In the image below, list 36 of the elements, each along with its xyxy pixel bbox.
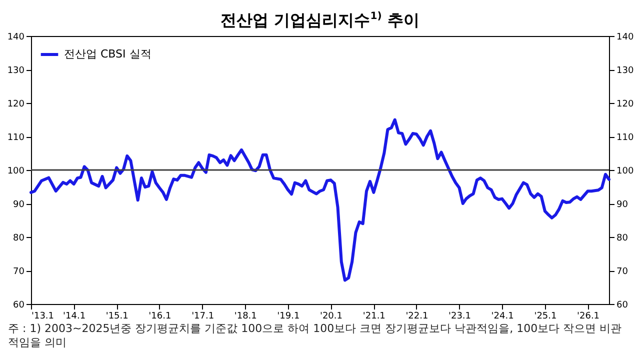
y-tick-label: 100 [7,166,25,176]
y-tick-label: 60 [13,300,25,310]
y2-tick-label: 80 [616,234,628,244]
y2-tick-label: 120 [616,100,634,110]
chart-title: 전산업 기업심리지수$^{1)}$ 추이 [220,9,420,30]
y2-tick-label: 70 [616,267,628,277]
x-tick-label: '13.1 [32,312,54,322]
y2-tick-label: 110 [616,133,634,143]
x-tick-label: '14.1 [63,312,86,322]
x-tick-label: '16.1 [148,312,172,322]
y2-tick-label: 130 [616,66,634,76]
line-series [30,118,610,282]
y-tick-label: 70 [13,267,25,277]
y2-tick-label: 90 [616,200,628,210]
y-tick-label: 90 [13,200,25,210]
y-tick-label: 80 [13,234,25,244]
x-tick-label: '20.1 [320,312,342,322]
x-tick-label: '22.1 [406,312,428,322]
x-tick-label: '17.1 [192,312,214,322]
y-tick-label: 110 [7,133,25,143]
x-tick-label: '21.1 [362,312,386,322]
x-tick-label: '18.1 [234,312,257,322]
y2-tick-label: 100 [616,166,634,176]
y2-tick-label: 140 [616,32,634,42]
y-tick-label: 120 [7,100,25,110]
x-tick-label: '24.1 [491,312,514,322]
x-tick-label: '25.1 [534,312,557,322]
x-tick-label: '26.1 [577,312,600,322]
text: 주 : 1) 2003~2025년중 장기평균치를 기준값 100으로 하여 100보다 크면 장기평균보다 낙관적임을, 100보다 작으면 비관적임을 의미 [8,322,623,350]
legend-label: 전산업 CBSI 실적 [64,48,152,60]
x-tick-label: '23.1 [448,312,472,322]
y-tick-label: 140 [7,32,25,42]
x-tick-label: '19.1 [277,312,300,322]
y2-tick-label: 60 [616,300,628,310]
y-tick-label: 130 [7,66,25,76]
x-tick-label: '15.1 [106,312,128,322]
